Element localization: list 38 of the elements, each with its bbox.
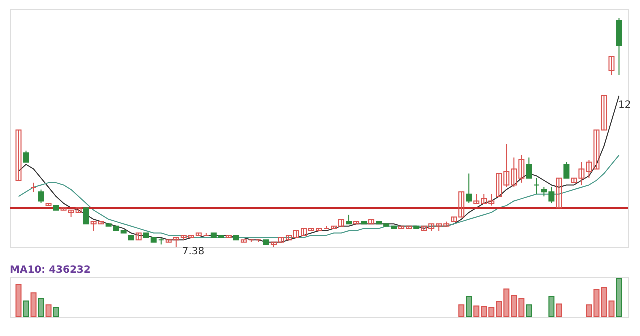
bar xyxy=(586,304,592,318)
candlestick xyxy=(83,208,90,225)
bar xyxy=(488,307,495,318)
bar xyxy=(481,306,488,318)
bar xyxy=(474,306,480,318)
bar xyxy=(53,307,60,318)
candlestick xyxy=(466,173,472,204)
candlestick xyxy=(556,178,562,209)
annotation: 12 xyxy=(618,100,632,112)
candlestick xyxy=(23,150,30,163)
bar xyxy=(556,304,562,318)
bar xyxy=(30,292,37,318)
bar xyxy=(594,289,600,318)
bar xyxy=(511,295,518,318)
bar xyxy=(496,301,502,318)
bar xyxy=(504,288,510,318)
bar xyxy=(458,304,465,318)
bar xyxy=(466,296,472,318)
bar xyxy=(548,296,555,318)
bar xyxy=(16,284,22,318)
chart-title: MA10: 436232 xyxy=(10,265,91,276)
candlestick xyxy=(30,182,37,193)
candlestick xyxy=(526,157,532,179)
candlestick xyxy=(564,162,570,179)
bar xyxy=(616,278,622,318)
bar xyxy=(526,304,532,318)
bar xyxy=(38,298,44,318)
candlestick xyxy=(16,130,22,182)
bar xyxy=(601,287,608,318)
candlestick xyxy=(608,56,615,76)
candlestick xyxy=(534,178,540,195)
annotation: 7.38 xyxy=(182,246,205,258)
candlestick xyxy=(38,189,44,204)
bar xyxy=(23,300,30,318)
candlestick xyxy=(346,214,352,225)
bar xyxy=(608,300,615,318)
bar xyxy=(518,298,525,318)
bar xyxy=(46,304,52,318)
